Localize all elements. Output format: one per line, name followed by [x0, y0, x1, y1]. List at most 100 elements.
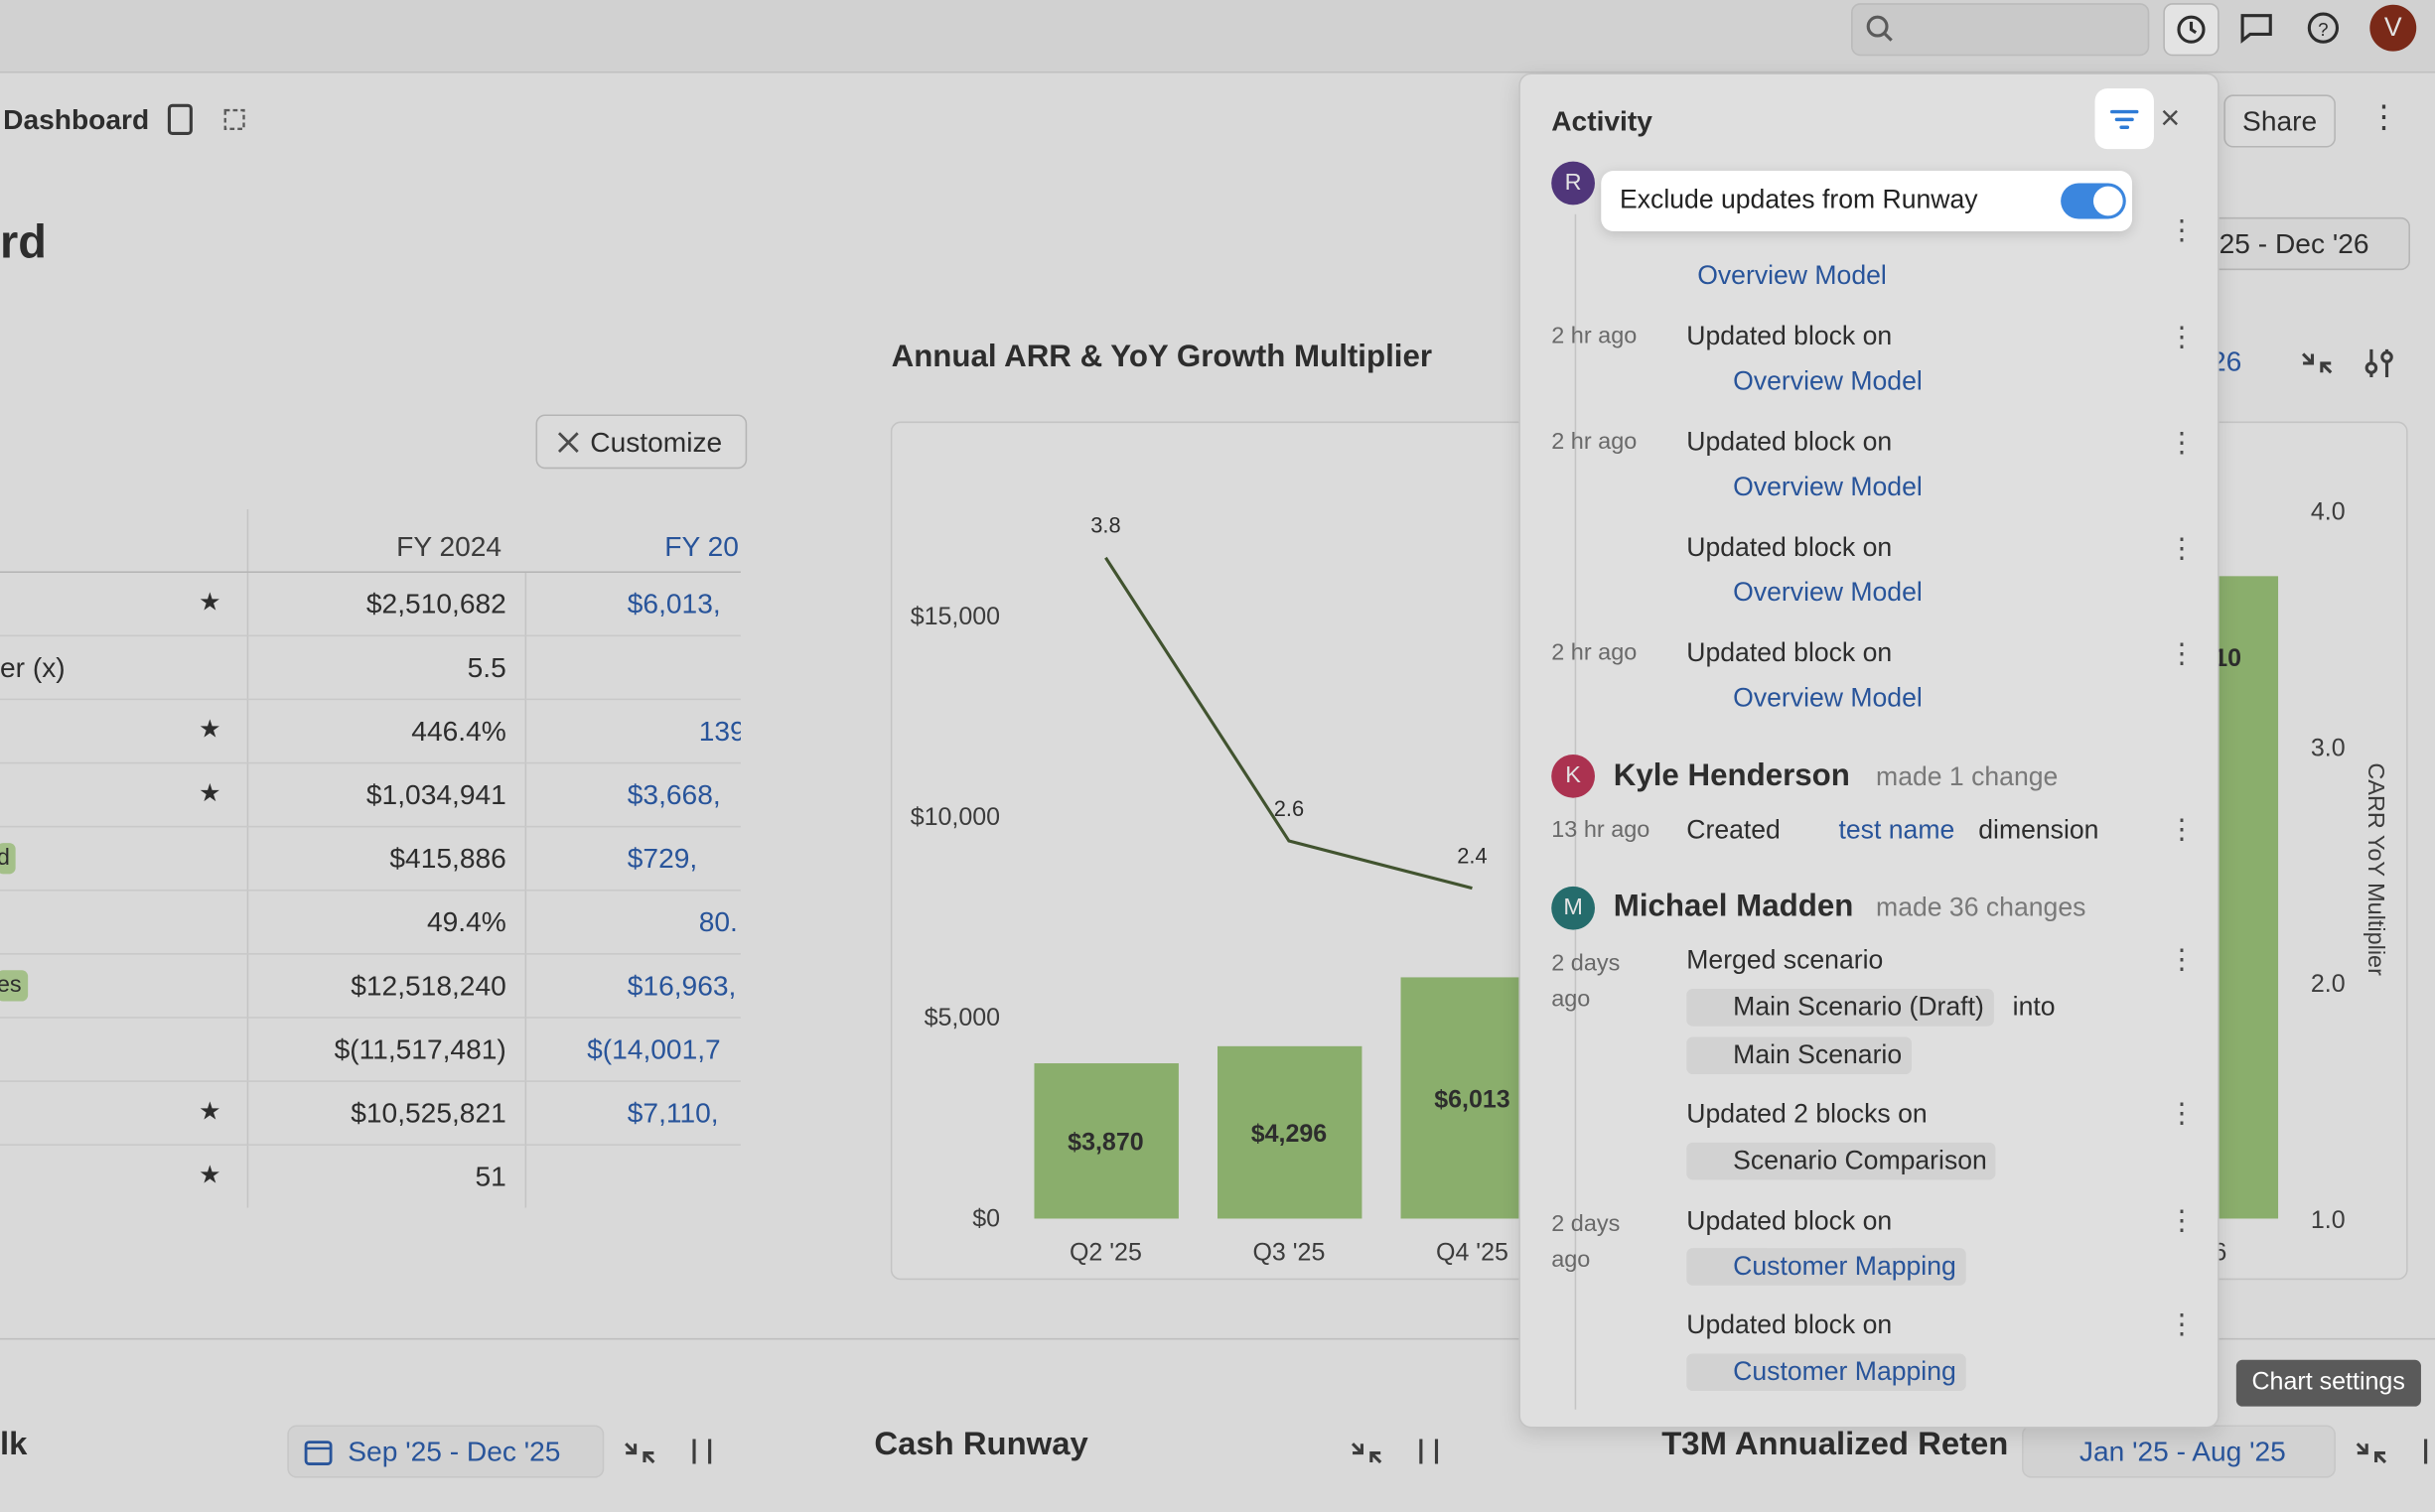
row-line: [0, 1080, 741, 1082]
comments-icon[interactable]: [2237, 9, 2275, 47]
column-header: FY 20: [664, 530, 739, 563]
scenario-chip[interactable]: Main Scenario: [1686, 1036, 1912, 1075]
x-tick-label: Q4 '25: [1436, 1239, 1508, 1267]
tag: d: [0, 843, 17, 875]
y-tick-label: $15,000: [911, 603, 1000, 630]
cell-value: 80.: [698, 906, 738, 938]
summary: made 1 change: [1876, 761, 2059, 792]
link[interactable]: test name: [1838, 814, 1955, 845]
cell-value: 446.4%: [411, 715, 506, 748]
link[interactable]: Overview Model: [1733, 577, 1923, 608]
y2-tick-label: 4.0: [2311, 498, 2346, 526]
bar: [1218, 1045, 1362, 1219]
link[interactable]: Customer Mapping: [1686, 1248, 1966, 1286]
scenario-chip[interactable]: Main Scenario (Draft): [1686, 989, 1994, 1027]
date-range-label: Jan '25 - Aug '25: [2078, 1436, 2286, 1467]
action: Updated block on: [1686, 637, 1893, 668]
icons: [1351, 1439, 1439, 1464]
activity-panel: Activity × R ⋮ Overview Model 2 hr ago U…: [1518, 72, 2220, 1429]
action: Updated block on: [1686, 532, 1893, 563]
bar: [1034, 1063, 1179, 1219]
filter-icon: [2110, 109, 2139, 129]
customize-label: Customize: [590, 427, 723, 459]
cell-value: $3,668,: [627, 778, 721, 811]
time: 2 hr ago: [1551, 323, 1638, 349]
x-tick-label: Q2 '25: [1070, 1239, 1142, 1267]
toolbar-icons[interactable]: [1348, 1435, 1456, 1468]
link[interactable]: Overview Model: [1733, 366, 1923, 396]
filter-button[interactable]: [2094, 88, 2154, 150]
close-button[interactable]: ×: [2160, 97, 2181, 137]
bar-label: $4,296: [1251, 1120, 1327, 1148]
action: Updated block on: [1686, 1205, 1893, 1236]
row-line: [0, 698, 741, 701]
link[interactable]: Overview Model: [1733, 683, 1923, 713]
date-range[interactable]: 25 - Dec '26: [2189, 216, 2410, 271]
cell-value: $7,110,: [627, 1097, 719, 1129]
toolbar-icons[interactable]: [622, 1435, 730, 1468]
more-menu[interactable]: ⋮: [2367, 100, 2400, 136]
link[interactable]: Customer Mapping: [1686, 1353, 1966, 1392]
cell-value: $2,510,682: [365, 588, 506, 619]
row-line: [0, 953, 741, 955]
action: Updated block on: [1686, 427, 1893, 457]
shape: [1419, 1439, 1439, 1464]
cell-value: $16,963,: [627, 970, 737, 1002]
history-icon: [2177, 15, 2206, 44]
link[interactable]: Overview Model: [1697, 260, 1887, 291]
toggle-knob: [2092, 186, 2123, 216]
column-header: FY 2024: [396, 530, 502, 563]
cell-value: 49.4%: [426, 906, 506, 938]
action: Updated block on: [1686, 1309, 1893, 1340]
avatar: M: [1551, 886, 1596, 930]
share-button[interactable]: Share: [2223, 94, 2336, 148]
action: Updated 2 blocks on: [1686, 1099, 1928, 1129]
chart-toolbar[interactable]: [2298, 344, 2422, 382]
shape: [1351, 1443, 1382, 1464]
header-icons: [167, 103, 245, 136]
user-avatar[interactable]: V: [2369, 4, 2417, 52]
summary: made 36 changes: [1876, 893, 2086, 922]
history-button[interactable]: [2163, 3, 2220, 57]
star: ★: [199, 1163, 221, 1189]
cell-value: 51: [475, 1161, 506, 1192]
calendar-icon: [304, 1441, 333, 1465]
metrics-table: FY 2024 FY 20 ★ $2,510,682 $6,013, er (x) 5.5 ★…: [0, 508, 741, 1208]
toolbar-icons[interactable]: [2353, 1435, 2435, 1468]
line-label: 2.6: [1274, 796, 1304, 821]
row-line: [0, 825, 741, 828]
divider: [0, 1337, 2435, 1340]
date-range[interactable]: Sep '25 - Dec '25: [287, 1425, 605, 1478]
bar-label: $3,870: [1068, 1129, 1143, 1157]
row-line: [0, 634, 741, 637]
bar-label: $6,013: [1434, 1085, 1509, 1113]
help-icon[interactable]: ?: [2305, 9, 2343, 47]
customize-button[interactable]: Customize: [535, 414, 748, 470]
toggle[interactable]: [2061, 183, 2126, 219]
cell-value: $12,518,240: [351, 970, 506, 1002]
y2-tick-label: 1.0: [2311, 1206, 2346, 1234]
link[interactable]: Overview Model: [1733, 472, 1923, 502]
cell-value: $1,034,941: [365, 778, 506, 811]
cell-value: $(11,517,481): [334, 1033, 506, 1065]
time: 2 hr ago: [1551, 639, 1638, 666]
cell-value: $6,013,: [627, 588, 721, 619]
shape: [692, 1439, 712, 1464]
row-line: [0, 1017, 741, 1019]
y-tick-label: $0: [972, 1204, 1000, 1232]
tooltip: Chart settings: [2235, 1359, 2421, 1407]
shape: [2110, 109, 2139, 129]
user-name: Kyle Henderson: [1613, 758, 1850, 794]
page-chip[interactable]: Scenario Comparison: [1686, 1142, 1997, 1180]
chart-title: Annual ARR & YoY Growth Multiplier: [891, 340, 1433, 374]
search-box[interactable]: [1851, 3, 2150, 57]
time: 2 days ago: [1551, 949, 1621, 1013]
star: ★: [199, 717, 221, 744]
row-line: [0, 889, 741, 892]
shape: [1866, 15, 1889, 38]
col-line: [246, 508, 249, 1208]
panel-title: Activity: [1551, 105, 1652, 137]
star: ★: [199, 590, 221, 617]
widget-title: lk: [0, 1427, 28, 1462]
